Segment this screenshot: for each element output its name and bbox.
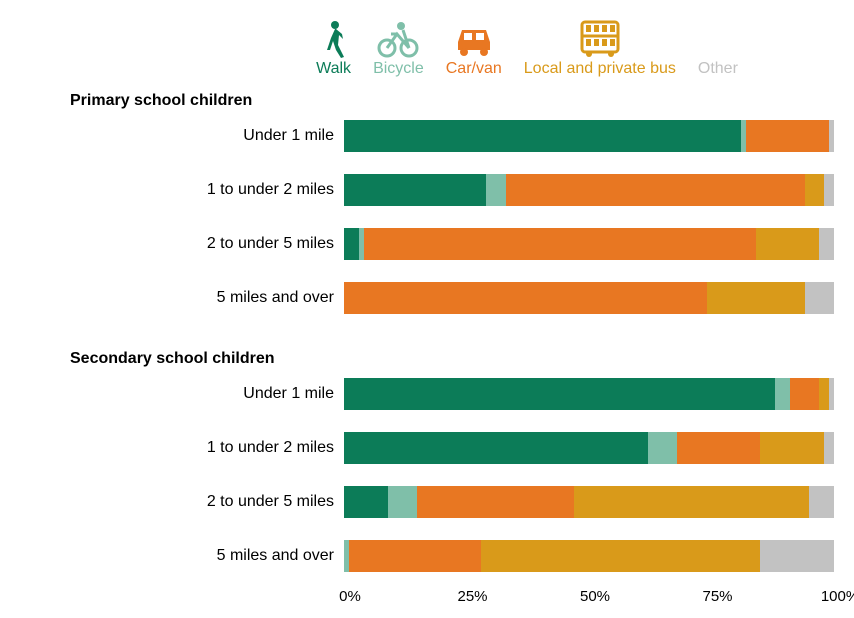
bar-track [344, 378, 834, 410]
legend-label: Other [698, 60, 738, 78]
bar-segment-car [506, 174, 805, 206]
bar-row: 2 to under 5 miles [20, 480, 834, 524]
row-label: 2 to under 5 miles [20, 493, 344, 511]
legend-label: Local and private bus [524, 60, 676, 78]
bar-segment-bicycle [775, 378, 790, 410]
bar-segment-bus [481, 540, 760, 572]
walk-icon [321, 20, 347, 58]
row-label: Under 1 mile [20, 127, 344, 145]
bar-segment-walk [344, 228, 359, 260]
bar-segment-walk [344, 486, 388, 518]
bar-track [344, 174, 834, 206]
bar-row: 1 to under 2 miles [20, 168, 834, 212]
bar-segment-other [824, 432, 834, 464]
axis-tick: 50% [580, 588, 610, 605]
bar-segment-bicycle [648, 432, 677, 464]
bar-row: Under 1 mile [20, 372, 834, 416]
row-label: 1 to under 2 miles [20, 439, 344, 457]
bar-segment-car [364, 228, 756, 260]
legend-item-bus: Local and private bus [524, 20, 676, 78]
bar-segment-bus [819, 378, 829, 410]
legend-item-car: Car/van [446, 20, 502, 78]
bar-track [344, 486, 834, 518]
bar-row: Under 1 mile [20, 114, 834, 158]
legend-item-walk: Walk [316, 20, 351, 78]
bar-track [344, 120, 834, 152]
bar-segment-other [824, 174, 834, 206]
bar-segment-bicycle [388, 486, 417, 518]
bar-segment-other [805, 282, 834, 314]
bar-segment-other [819, 228, 834, 260]
legend-label: Car/van [446, 60, 502, 78]
bar-segment-walk [344, 378, 775, 410]
row-label: 1 to under 2 miles [20, 181, 344, 199]
axis-tick: 25% [457, 588, 487, 605]
bar-segment-bus [574, 486, 809, 518]
bar-segment-walk [344, 432, 648, 464]
bus-icon [578, 20, 622, 58]
bar-segment-bus [805, 174, 825, 206]
x-axis: 0%25%50%75%100% [350, 588, 840, 618]
bar-segment-car [790, 378, 819, 410]
bar-segment-other [809, 486, 834, 518]
bar-segment-bus [707, 282, 805, 314]
bar-segment-car [417, 486, 574, 518]
legend-label: Bicycle [373, 60, 424, 78]
bar-track [344, 540, 834, 572]
group-title: Primary school children [20, 92, 834, 110]
bar-track [344, 432, 834, 464]
axis-tick: 75% [702, 588, 732, 605]
bar-track [344, 282, 834, 314]
bar-segment-car [677, 432, 760, 464]
bar-row: 2 to under 5 miles [20, 222, 834, 266]
legend-item-bicycle: Bicycle [373, 20, 424, 78]
bar-segment-bus [760, 432, 824, 464]
bar-row: 5 miles and over [20, 534, 834, 578]
bar-segment-car [746, 120, 829, 152]
car-icon [452, 20, 496, 58]
bar-segment-other [760, 540, 834, 572]
bar-segment-bus [756, 228, 820, 260]
bar-segment-car [349, 540, 481, 572]
legend: Walk Bicycle Car/van [220, 20, 834, 78]
bar-segment-other [829, 120, 834, 152]
row-label: Under 1 mile [20, 385, 344, 403]
bicycle-icon [377, 20, 419, 58]
bar-segment-walk [344, 120, 741, 152]
bar-row: 1 to under 2 miles [20, 426, 834, 470]
axis-tick: 100% [821, 588, 854, 605]
bar-row: 5 miles and over [20, 276, 834, 320]
bar-segment-bicycle [486, 174, 506, 206]
group-title: Secondary school children [20, 350, 834, 368]
bar-track [344, 228, 834, 260]
bar-segment-walk [344, 174, 486, 206]
bar-segment-other [829, 378, 834, 410]
bar-segment-car [344, 282, 707, 314]
row-label: 5 miles and over [20, 547, 344, 565]
row-label: 2 to under 5 miles [20, 235, 344, 253]
legend-item-other: Other [698, 20, 738, 78]
row-label: 5 miles and over [20, 289, 344, 307]
axis-tick: 0% [339, 588, 361, 605]
legend-label: Walk [316, 60, 351, 78]
stacked-bar-chart: Primary school children Under 1 mile 1 to … [20, 92, 834, 618]
group-gap [20, 330, 834, 344]
